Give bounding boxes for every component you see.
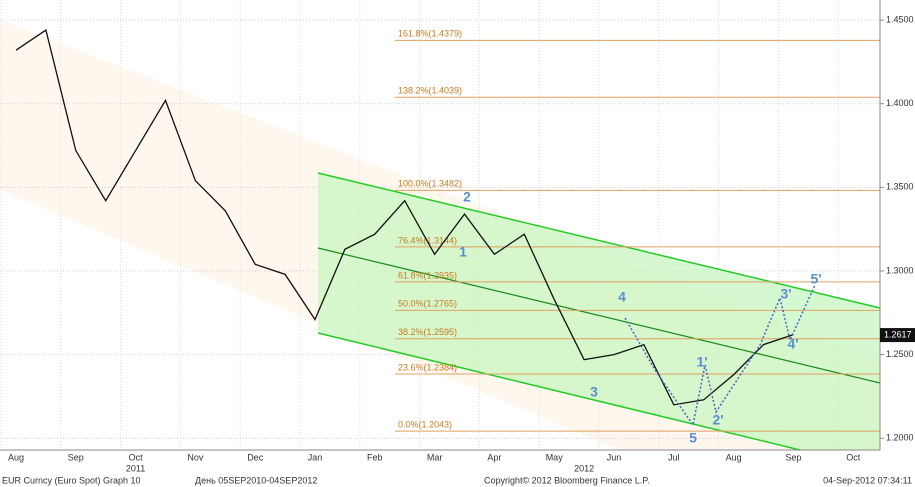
x-tick-label: Oct bbox=[846, 452, 861, 462]
fib-label: 61.8%(1.2935) bbox=[398, 270, 457, 280]
x-tick-label: Apr bbox=[487, 452, 501, 462]
fib-label: 50.0%(1.2765) bbox=[398, 299, 457, 309]
wave-label: 4 bbox=[618, 289, 626, 305]
channel-fill bbox=[318, 173, 880, 450]
y-tick-label: 1.3500 bbox=[886, 182, 914, 192]
wave-label: 2' bbox=[712, 412, 723, 428]
y-tick-label: 1.2000 bbox=[886, 433, 914, 443]
wave-label: 1' bbox=[696, 354, 707, 370]
wave-label: 5' bbox=[810, 271, 821, 287]
wave-label: 3 bbox=[590, 384, 598, 400]
wave-label: 4' bbox=[787, 336, 798, 352]
wave-label: 5 bbox=[689, 430, 697, 446]
price-line bbox=[15, 29, 794, 406]
last-price-label: 1.2617 bbox=[884, 329, 912, 339]
fib-levels: 161.8%(1.4379) 138.2%(1.4039) 100.0%(1.348… bbox=[395, 29, 880, 432]
year-label: 2012 bbox=[574, 463, 594, 473]
fib-label: 161.8%(1.4379) bbox=[398, 29, 462, 39]
x-tick-label: Jun bbox=[607, 452, 622, 462]
x-tick-label: Jul bbox=[668, 452, 680, 462]
channel-middle bbox=[317, 247, 881, 384]
x-tick-label: Mar bbox=[427, 452, 443, 462]
wave-label: 2 bbox=[463, 189, 471, 205]
fib-label: 23.6%(1.2384) bbox=[398, 362, 457, 372]
fib-label: 100.0%(1.3482) bbox=[398, 179, 462, 189]
x-tick-label: Sep bbox=[785, 452, 801, 462]
footer-timestamp: 04-Sep-2012 07:34:11 bbox=[823, 475, 912, 485]
y-tick-label: 1.4000 bbox=[886, 98, 914, 108]
x-tick-label: Aug bbox=[8, 452, 24, 462]
x-tick-label: Sep bbox=[68, 452, 84, 462]
footer-security: EUR Curncy (Euro Spot) Graph 10 bbox=[2, 475, 141, 485]
y-tick-label: 1.3000 bbox=[886, 265, 914, 275]
x-tick-label: Jan bbox=[308, 452, 323, 462]
fib-label: 138.2%(1.4039) bbox=[398, 86, 462, 96]
fib-label: 0.0%(1.2043) bbox=[398, 419, 452, 429]
y-tick-label: 1.4500 bbox=[886, 14, 914, 24]
x-tick-label: Feb bbox=[367, 452, 383, 462]
x-tick-label: Oct bbox=[129, 452, 144, 462]
footer-copyright: Copyright© 2012 Bloomberg Finance L.P. bbox=[484, 475, 650, 485]
wave-label: 1 bbox=[459, 244, 467, 260]
x-tick-label: Nov bbox=[187, 452, 204, 462]
price bbox=[15, 29, 794, 406]
wave-projection bbox=[624, 284, 816, 427]
year-label: 2011 bbox=[126, 463, 145, 473]
y-tick-label: 1.2500 bbox=[886, 349, 914, 359]
wave-label: 3' bbox=[780, 286, 791, 302]
last-price-box bbox=[880, 328, 915, 343]
fib-label: 38.2%(1.2595) bbox=[398, 327, 457, 337]
channel-lower bbox=[317, 332, 801, 451]
x-tick-label: May bbox=[546, 452, 564, 462]
x-tick-label: Aug bbox=[726, 452, 742, 462]
channel-upper bbox=[317, 172, 881, 309]
footer-period: День 05SEP2010-04SEP2012 bbox=[195, 475, 317, 485]
x-tick-label: Dec bbox=[247, 452, 264, 462]
